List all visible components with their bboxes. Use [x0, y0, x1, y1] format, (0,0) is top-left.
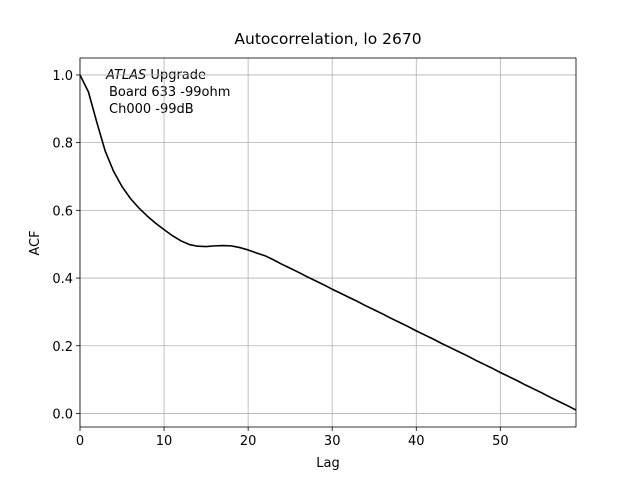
annotation: ATLAS Upgrade — [105, 68, 206, 83]
chart-title: Autocorrelation, lo 2670 — [234, 30, 421, 48]
y-tick-label: 0.6 — [52, 204, 73, 219]
annotation-line: Board 633 -99ohm — [109, 85, 230, 100]
y-tick-label: 0.4 — [52, 272, 73, 287]
annotation-line: Upgrade — [150, 68, 206, 83]
y-axis-label: ACF — [28, 230, 43, 255]
y-tick-label: 1.0 — [52, 69, 73, 84]
x-tick-label: 50 — [492, 434, 509, 449]
data-line — [79, 74, 577, 411]
x-tick-label: 20 — [240, 434, 257, 449]
annotation-italic: ATLAS — [105, 68, 146, 83]
x-tick-label: 10 — [156, 434, 173, 449]
x-tick-label: 40 — [408, 434, 425, 449]
y-tick-label: 0.2 — [52, 340, 73, 355]
plot-frame — [79, 57, 577, 428]
x-tick-label: 30 — [324, 434, 341, 449]
annotation-line: Ch000 -99dB — [109, 102, 194, 117]
y-tick-label: 0.0 — [52, 407, 73, 422]
x-axis-label: Lag — [316, 456, 339, 471]
x-tick-label: 0 — [76, 434, 84, 449]
y-tick-label: 0.8 — [52, 137, 73, 152]
